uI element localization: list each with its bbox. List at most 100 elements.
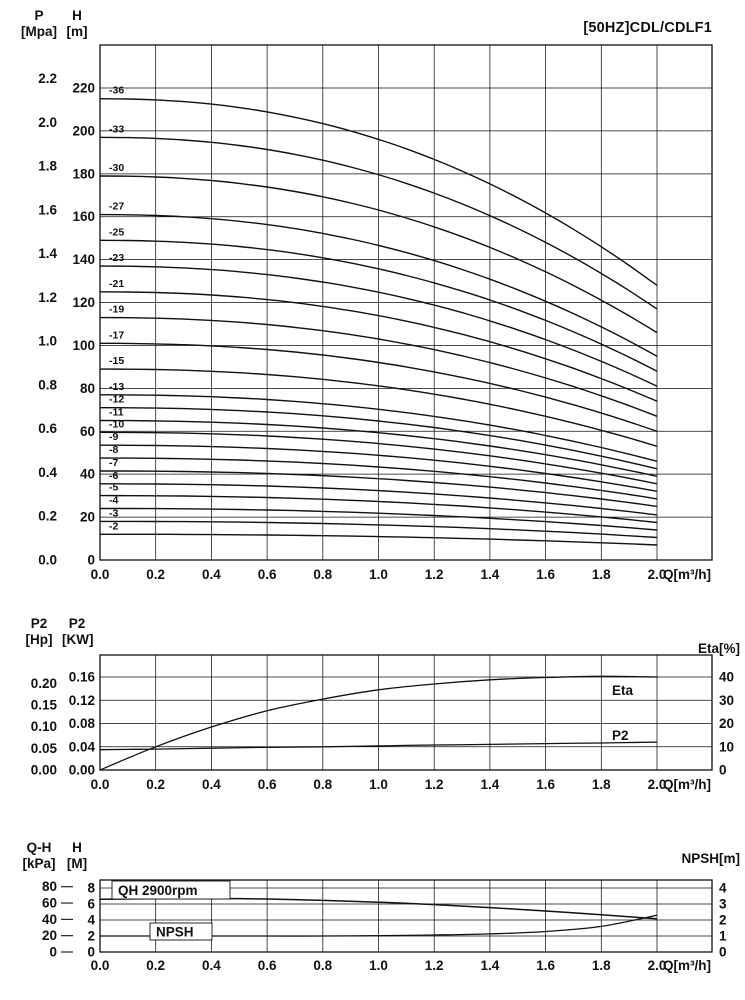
hq-chart: 0.0 0.2 0.4 0.6 0.8 1.0 1.2 1.4 1.6 1.8 2.0 0 20 40 60… <box>38 44 713 582</box>
eta-axis-label: Eta[%] <box>697 641 740 656</box>
tick-label: 1.8 <box>592 958 611 973</box>
tick-label: 0.0 <box>91 567 110 582</box>
tick-label: 0.2 <box>146 777 165 792</box>
qh-axis-name: Q-H <box>26 840 52 855</box>
curve-label: -6 <box>109 470 118 482</box>
tick-label: 2 <box>87 929 95 944</box>
tick-label: 2 <box>719 913 727 928</box>
curve-label: -21 <box>109 278 124 290</box>
tick-label: 0 <box>719 763 727 778</box>
x-axis-unit: Q[m³/h] <box>663 777 711 792</box>
chart-title: [50HZ]CDL/CDLF1 <box>583 20 712 36</box>
tick-label: 2.2 <box>38 71 57 86</box>
curve-label: -36 <box>109 85 124 97</box>
tick-label: 1.0 <box>369 777 388 792</box>
pump-curve <box>99 507 658 531</box>
p2kw-axis-unit: [KW] <box>62 632 94 647</box>
pump-curve <box>99 407 658 470</box>
h-axis-unit: [m] <box>66 24 88 39</box>
pump-curve <box>99 494 658 524</box>
tick-label: 4 <box>719 881 727 896</box>
pump-curve <box>99 265 658 387</box>
tick-label: 40 <box>42 912 57 927</box>
pump-curve <box>99 394 658 462</box>
tick-label: 1.8 <box>592 777 611 792</box>
pump-curve <box>99 483 658 516</box>
tick-label: 0.8 <box>38 377 57 392</box>
tick-label: 3 <box>719 897 727 912</box>
tick-label: 200 <box>72 123 95 138</box>
tick-label: 1.8 <box>592 567 611 582</box>
x-axis-unit: Q[m³/h] <box>663 958 711 973</box>
tick-label: 40 <box>719 670 734 685</box>
tick-label: 0 <box>87 553 95 568</box>
tick-label: 0.10 <box>31 719 57 734</box>
qh-label-box <box>111 880 231 900</box>
tick-label: 0.4 <box>202 777 221 792</box>
tick-label: 0.6 <box>38 421 57 436</box>
curve-label: -17 <box>109 329 124 341</box>
tick-label: 0 <box>87 945 95 960</box>
tick-label: 1.2 <box>425 567 444 582</box>
tick-label: 0.16 <box>69 670 96 685</box>
pump-curve <box>100 470 658 508</box>
pump-curve <box>99 368 658 447</box>
qh-left-axis-header: Q-H H [kPa] [M] <box>16 840 92 872</box>
tick-label: 100 <box>72 338 95 353</box>
tick-label: 0.12 <box>69 693 95 708</box>
tick-label: 0.8 <box>313 567 332 582</box>
tick-label: 0.00 <box>69 763 95 778</box>
tick-label: 80 <box>80 381 95 396</box>
tick-label: 0.6 <box>258 958 277 973</box>
tick-label: 1.4 <box>481 567 500 582</box>
plot-frame <box>99 44 713 561</box>
series-label: Eta <box>612 683 634 698</box>
qh-annotation: QH 2900rpm <box>118 883 198 898</box>
tick-label: 0.8 <box>313 958 332 973</box>
tick-label: 1.4 <box>38 246 57 261</box>
tick-label: 1.2 <box>425 777 444 792</box>
tick-label: 160 <box>72 209 95 224</box>
pump-curve <box>99 419 658 477</box>
tick-label: 10 <box>719 739 734 754</box>
p2hp-axis-unit: [Hp] <box>25 632 53 647</box>
tick-label: 30 <box>719 693 734 708</box>
x-axis-unit: Q[m³/h] <box>663 567 711 582</box>
tick-label: 2.0 <box>648 777 667 792</box>
tick-label: 2.0 <box>648 958 667 973</box>
p-axis-name: P <box>34 8 44 23</box>
tick-label: 1 <box>719 929 727 944</box>
tick-label: 120 <box>72 295 95 310</box>
pump-curve <box>99 444 658 492</box>
tick-label: 180 <box>72 166 95 181</box>
tick-label: 20 <box>719 716 734 731</box>
tick-label: 40 <box>80 467 95 482</box>
curve-label: -23 <box>109 252 124 264</box>
tick-label: 0.8 <box>313 777 332 792</box>
h-axis-name: H <box>72 8 82 23</box>
npsh-axis-label: NPSH[m] <box>681 851 740 866</box>
curve-label: -2 <box>109 520 118 532</box>
tick-label: 0.15 <box>31 697 58 712</box>
tick-label: 20 <box>80 510 95 525</box>
curve-label: -10 <box>109 418 124 430</box>
tick-label: 0.04 <box>69 739 96 754</box>
tick-label: 0.2 <box>146 567 165 582</box>
tick-label: 0.4 <box>202 567 221 582</box>
tick-label: 1.2 <box>425 958 444 973</box>
pump-curve <box>99 342 658 432</box>
tick-label: 0.4 <box>38 465 57 480</box>
pump-curve <box>99 457 658 500</box>
tick-label: 0.05 <box>31 741 58 756</box>
curve-label: -3 <box>109 507 118 519</box>
tick-label: 1.6 <box>536 958 555 973</box>
pump-curve <box>99 291 658 402</box>
curve-label: -5 <box>109 482 118 494</box>
pump-curve <box>99 239 658 372</box>
tick-label: 0.0 <box>91 777 110 792</box>
tick-label: 60 <box>80 424 95 439</box>
hq-left-axis-header: P H [Mpa] [m] <box>16 8 92 40</box>
tick-label: 0 <box>49 945 57 960</box>
tick-label: 0.0 <box>91 958 110 973</box>
